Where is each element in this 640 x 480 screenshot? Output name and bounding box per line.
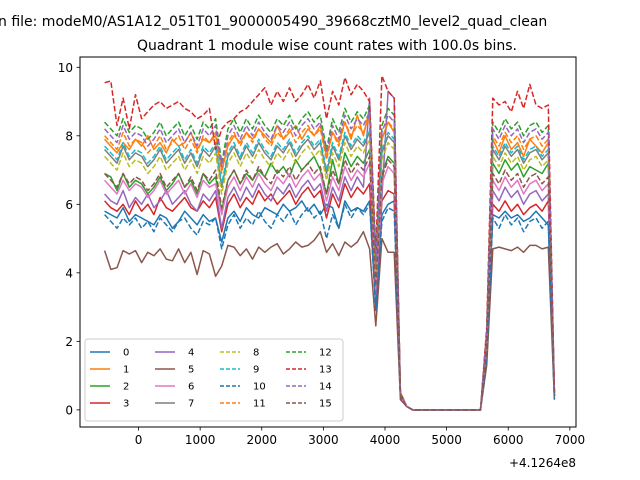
series-layer (103, 75, 556, 411)
axes-frame (79, 56, 577, 428)
legend-label-15: 15 (319, 399, 332, 410)
legend-frame (84, 338, 344, 422)
y-tick-label: 8 (65, 129, 73, 143)
x-tick-label: 7000 (555, 433, 586, 447)
legend-label-0: 0 (123, 348, 129, 359)
legend-label-1: 1 (123, 365, 129, 376)
figure-suptitle: n file: modeM0/AS1A12_051T01_9000005490_… (0, 14, 547, 30)
series-line-11 (104, 117, 556, 411)
legend-label-9: 9 (253, 365, 259, 376)
x-tick-label: 1000 (185, 433, 216, 447)
legend-label-7: 7 (188, 399, 194, 410)
y-tick-label: 4 (65, 266, 73, 280)
legend-label-13: 13 (319, 365, 332, 376)
y-tick-label: 10 (58, 61, 73, 75)
legend-label-6: 6 (188, 382, 194, 393)
x-tick-label: 2000 (246, 433, 277, 447)
legend-label-11: 11 (253, 399, 266, 410)
y-tick-label: 0 (65, 403, 73, 417)
y-axis: 0 2 4 6 8 10 (58, 61, 80, 417)
legend-label-8: 8 (253, 348, 259, 359)
x-tick-label: 6000 (493, 433, 524, 447)
legend-label-10: 10 (253, 382, 266, 393)
y-tick-label: 6 (65, 198, 73, 212)
x-tick-label: 0 (135, 433, 143, 447)
legend-label-5: 5 (188, 365, 194, 376)
series-line-15 (104, 155, 556, 411)
x-tick-label: 4000 (370, 433, 401, 447)
x-tick-label: 3000 (308, 433, 339, 447)
legend-label-4: 4 (188, 348, 194, 359)
legend-label-3: 3 (123, 399, 129, 410)
x-tick-label: 5000 (431, 433, 462, 447)
legend-label-2: 2 (123, 382, 129, 393)
series-line-9 (104, 128, 556, 411)
x-axis: 0 1000 2000 3000 4000 5000 6000 7000 (135, 427, 585, 447)
legend-label-12: 12 (319, 348, 332, 359)
x-offset-label: +4.1264e8 (509, 456, 576, 470)
legend-label-14: 14 (319, 382, 332, 393)
chart-title: Quadrant 1 module wise count rates with … (137, 38, 517, 54)
series-line-12 (104, 104, 556, 411)
y-tick-label: 2 (65, 335, 73, 349)
